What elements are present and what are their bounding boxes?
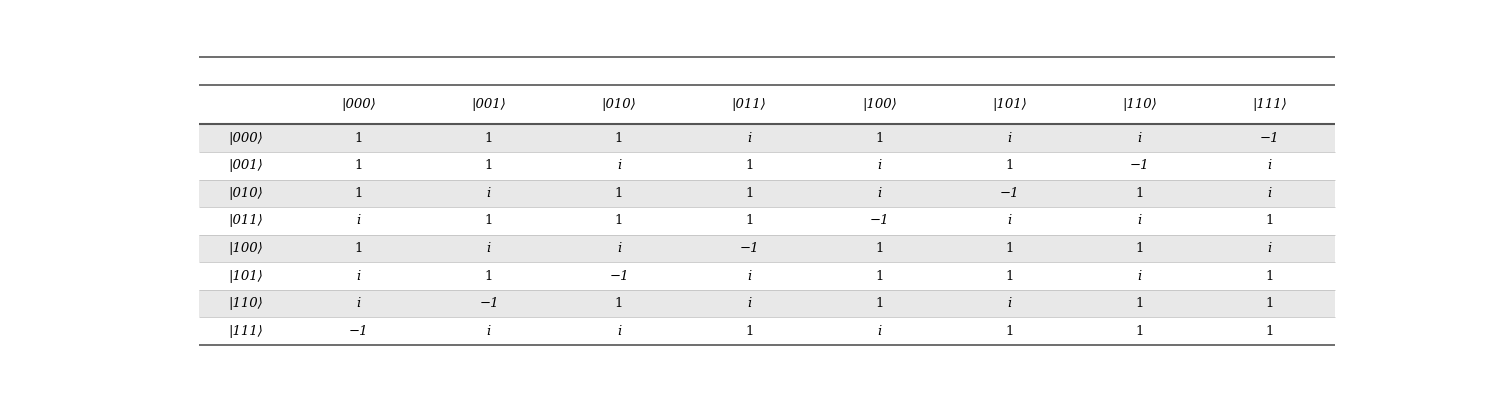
Text: i: i <box>747 269 751 283</box>
Text: i: i <box>1007 215 1011 227</box>
Text: i: i <box>877 159 881 172</box>
Text: |011⟩: |011⟩ <box>229 215 263 227</box>
Text: i: i <box>616 242 621 255</box>
Text: 1: 1 <box>875 132 884 144</box>
Text: i: i <box>1267 242 1272 255</box>
Text: 1: 1 <box>485 215 494 227</box>
Text: −1: −1 <box>869 215 889 227</box>
Text: |000⟩: |000⟩ <box>341 98 375 111</box>
Text: |011⟩: |011⟩ <box>732 98 766 111</box>
Text: i: i <box>1007 132 1011 144</box>
Bar <box>199 318 1334 345</box>
Text: 1: 1 <box>1266 325 1275 338</box>
Text: 1: 1 <box>745 159 754 172</box>
Text: i: i <box>1137 132 1141 144</box>
Text: i: i <box>486 325 491 338</box>
Text: 1: 1 <box>1266 269 1275 283</box>
Text: 1: 1 <box>1005 269 1014 283</box>
Text: i: i <box>486 187 491 200</box>
Text: i: i <box>486 242 491 255</box>
Text: −1: −1 <box>609 269 628 283</box>
Text: 1: 1 <box>875 269 884 283</box>
Text: 1: 1 <box>485 269 494 283</box>
Bar <box>199 124 1334 152</box>
Text: 1: 1 <box>1005 159 1014 172</box>
Text: |101⟩: |101⟩ <box>992 98 1026 111</box>
Text: 1: 1 <box>1266 215 1275 227</box>
Text: 1: 1 <box>615 215 624 227</box>
Bar <box>199 290 1334 318</box>
Text: 1: 1 <box>355 159 364 172</box>
Text: i: i <box>747 297 751 310</box>
Text: 1: 1 <box>1266 297 1275 310</box>
Text: |101⟩: |101⟩ <box>229 269 263 283</box>
Text: i: i <box>1267 159 1272 172</box>
Text: 1: 1 <box>1135 242 1144 255</box>
Text: i: i <box>356 269 361 283</box>
Bar <box>199 207 1334 235</box>
Text: |010⟩: |010⟩ <box>229 187 263 200</box>
Text: 1: 1 <box>485 132 494 144</box>
Text: |111⟩: |111⟩ <box>229 325 263 338</box>
Text: 1: 1 <box>485 159 494 172</box>
Text: −1: −1 <box>1129 159 1149 172</box>
Text: −1: −1 <box>739 242 758 255</box>
Text: i: i <box>1267 187 1272 200</box>
Bar <box>199 152 1334 179</box>
Text: 1: 1 <box>1005 325 1014 338</box>
Text: 1: 1 <box>355 187 364 200</box>
Text: 1: 1 <box>615 132 624 144</box>
Text: |010⟩: |010⟩ <box>601 98 636 111</box>
Text: |001⟩: |001⟩ <box>471 98 506 111</box>
Bar <box>199 179 1334 207</box>
Bar <box>199 235 1334 262</box>
Text: i: i <box>616 325 621 338</box>
Text: −1: −1 <box>479 297 498 310</box>
Bar <box>199 262 1334 290</box>
Text: 1: 1 <box>745 215 754 227</box>
Text: 1: 1 <box>615 297 624 310</box>
Text: −1: −1 <box>349 325 368 338</box>
Text: i: i <box>616 159 621 172</box>
Text: |100⟩: |100⟩ <box>229 242 263 255</box>
Text: 1: 1 <box>745 325 754 338</box>
Text: |000⟩: |000⟩ <box>229 132 263 144</box>
Text: 1: 1 <box>875 242 884 255</box>
Text: −1: −1 <box>999 187 1019 200</box>
Text: i: i <box>356 215 361 227</box>
Text: |110⟩: |110⟩ <box>229 297 263 310</box>
Text: 1: 1 <box>1135 325 1144 338</box>
Text: i: i <box>1137 269 1141 283</box>
Text: 1: 1 <box>355 132 364 144</box>
Text: |110⟩: |110⟩ <box>1122 98 1156 111</box>
Text: i: i <box>1137 215 1141 227</box>
Text: i: i <box>747 132 751 144</box>
Text: |001⟩: |001⟩ <box>229 159 263 172</box>
Text: 1: 1 <box>1005 242 1014 255</box>
Text: 1: 1 <box>615 187 624 200</box>
Text: 1: 1 <box>1135 297 1144 310</box>
Text: |111⟩: |111⟩ <box>1252 98 1287 111</box>
Text: |100⟩: |100⟩ <box>862 98 896 111</box>
Text: −1: −1 <box>1260 132 1279 144</box>
Text: i: i <box>877 187 881 200</box>
Text: 1: 1 <box>1135 187 1144 200</box>
Text: 1: 1 <box>745 187 754 200</box>
Text: i: i <box>356 297 361 310</box>
Text: 1: 1 <box>875 297 884 310</box>
Text: 1: 1 <box>355 242 364 255</box>
Text: i: i <box>1007 297 1011 310</box>
Text: i: i <box>877 325 881 338</box>
